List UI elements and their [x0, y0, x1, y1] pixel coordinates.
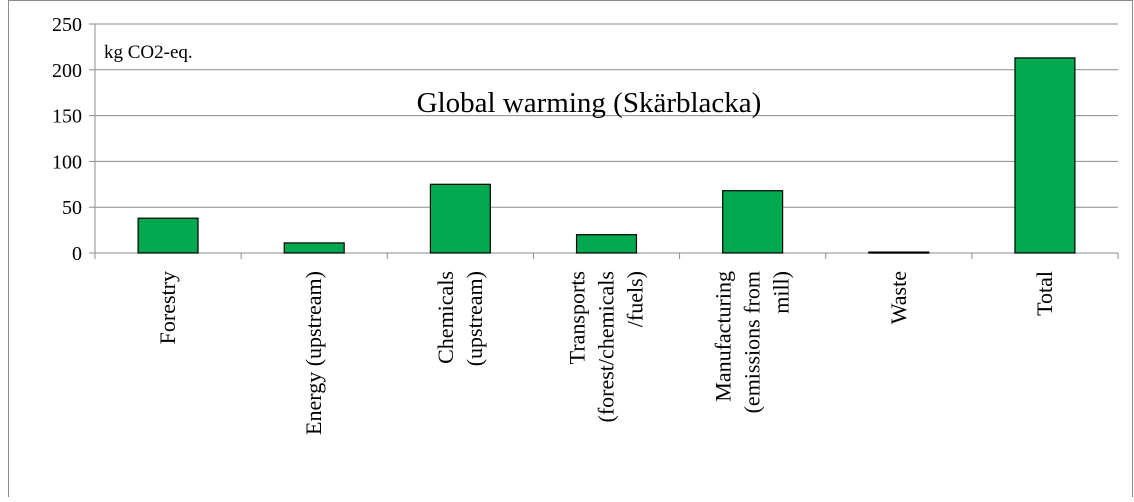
bar-0 [137, 217, 199, 254]
bar-6 [1014, 57, 1076, 254]
x-category-label-4-line-1: (emissions from [740, 271, 765, 413]
x-category-label-4: Manufacturing (emissions from mill) [711, 271, 794, 413]
x-category-label-5-line-0: Waste [886, 271, 911, 324]
x-category-label-0: Forestry [155, 271, 180, 344]
x-category-label-4-line-2: mill) [769, 271, 794, 314]
bar-1 [283, 242, 345, 254]
x-category-labels: Forestry Energy (upstream) Chemicals (upstr… [155, 271, 1057, 435]
bar-3 [575, 234, 638, 254]
y-tick-label-0: 0 [72, 243, 82, 265]
y-tick-labels: 0 50 100 150 200 250 [52, 14, 82, 265]
x-category-label-5: Waste [886, 271, 911, 324]
bars [137, 57, 1076, 254]
y-tick-label-5: 250 [52, 14, 82, 36]
bar-2 [429, 183, 491, 254]
chart-title: Global warming (Skärblacka) [417, 87, 762, 119]
x-category-label-2: Chemicals (upstream) [433, 271, 487, 366]
grid-lines [95, 23, 1118, 208]
y-tick-label-3: 150 [52, 106, 82, 128]
x-category-label-3: Transports (forest/chemicals/fuels) [565, 271, 648, 423]
x-category-label-6-line-0: Total [1032, 271, 1057, 316]
y-tick-label-1: 50 [62, 197, 82, 219]
x-category-label-4-line-0: Manufacturing [711, 271, 736, 402]
x-category-label-1: Energy (upstream) [301, 271, 326, 435]
x-category-label-0-line-0: Forestry [155, 271, 180, 344]
y-tick-label-2: 100 [52, 151, 82, 173]
x-category-label-3-line-2: /fuels) [623, 271, 648, 327]
unit-label: kg CO2-eq. [104, 42, 193, 63]
bar-4 [722, 190, 784, 254]
y-tick-label-4: 200 [52, 60, 82, 82]
x-category-label-3-line-0: Transports [565, 271, 590, 364]
x-category-label-2-line-1: (upstream) [462, 271, 487, 366]
x-category-label-6: Total [1032, 271, 1057, 316]
x-category-label-3-line-1: (forest/chemicals [594, 271, 619, 423]
bar-5 [868, 251, 930, 254]
x-category-label-2-line-0: Chemicals [433, 271, 458, 364]
x-category-label-1-line-0: Energy (upstream) [301, 271, 326, 435]
